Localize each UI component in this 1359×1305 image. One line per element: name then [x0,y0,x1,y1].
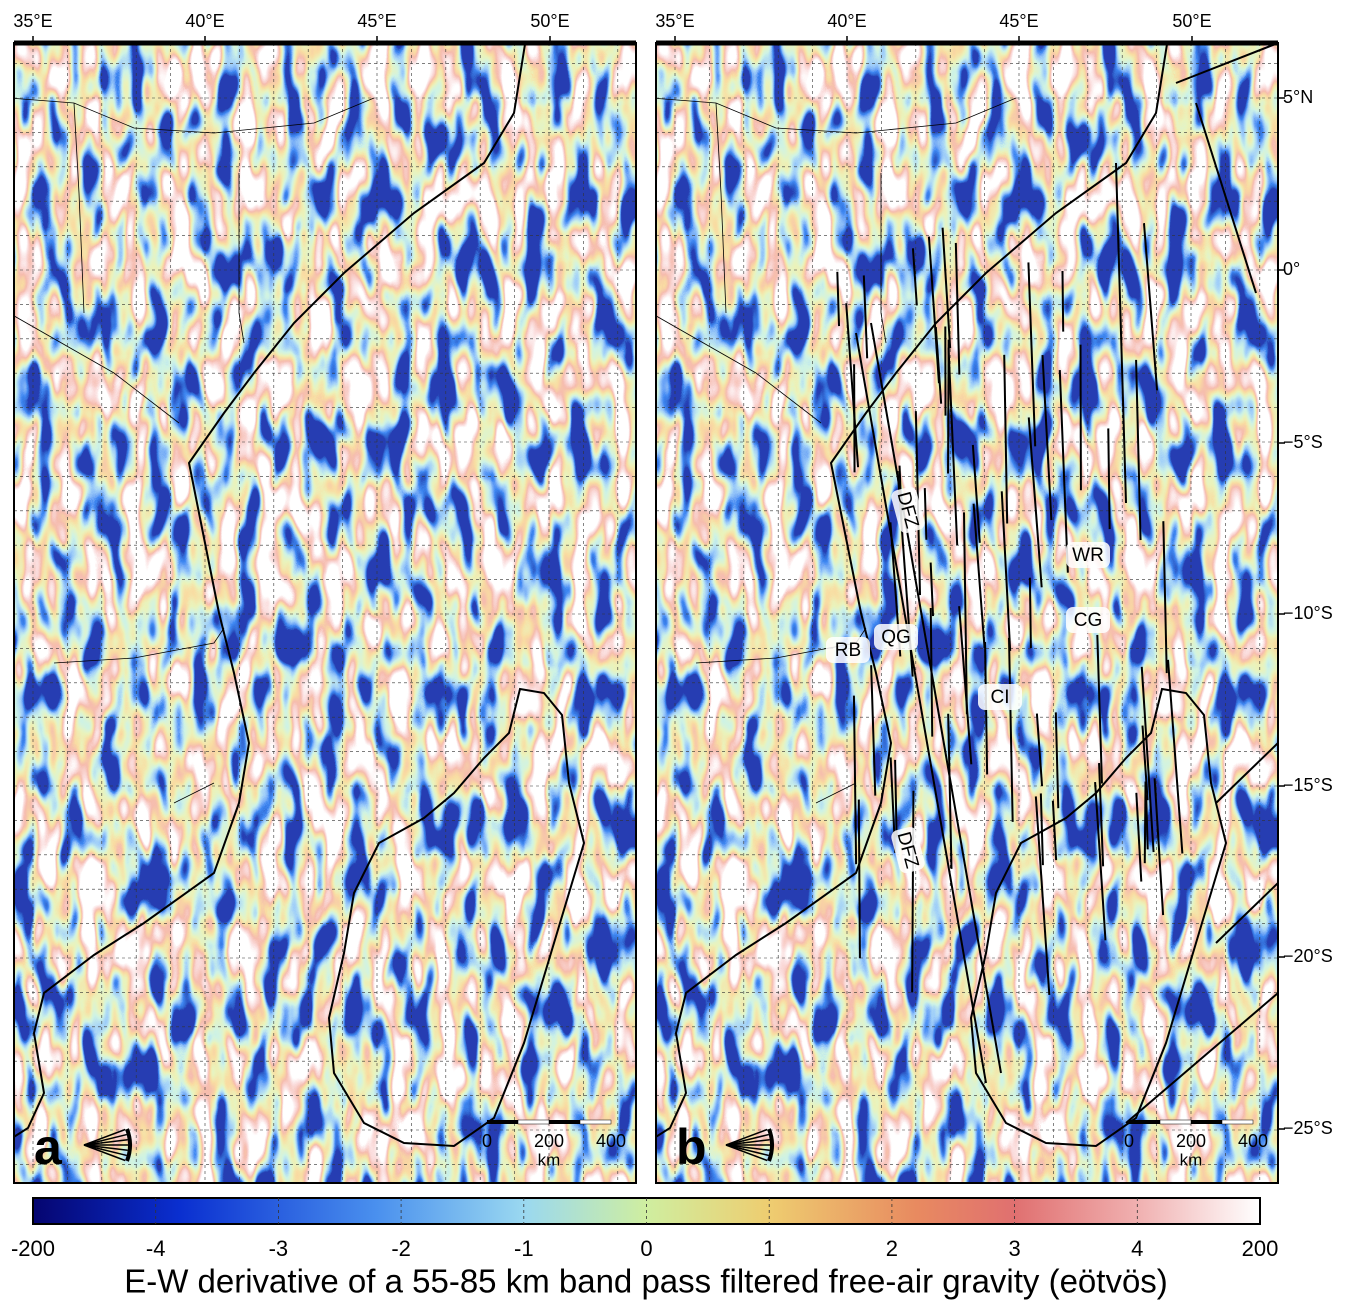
longitude-label: 45°E [999,11,1038,31]
colorbar-tick-label: 4 [1131,1236,1143,1261]
fracture-line [1062,271,1063,332]
map-area [9,38,636,1183]
colorbar-tick-label: 200 [1242,1236,1279,1261]
scale-label: 400 [596,1131,626,1151]
scale-segment [1191,1120,1222,1124]
longitude-label: 50°E [1172,11,1211,31]
scale-segment [1222,1120,1253,1124]
annotation: CI [978,684,1022,710]
annotation: QG [874,624,918,650]
longitude-label: 45°E [357,11,396,31]
annotation-label: RB [835,640,861,661]
annotation-label: CG [1074,610,1103,631]
colorbar-tick-label: 3 [1008,1236,1020,1261]
fracture-line [948,340,949,474]
annotation: CG [1066,607,1110,633]
fracture-line [1030,578,1031,648]
scale-label: 0 [482,1131,492,1151]
scale-segment [580,1120,611,1124]
scale-segment [1160,1120,1191,1124]
fracture-line [859,800,860,959]
scale-label: 200 [534,1131,564,1151]
scale-label: 400 [1238,1131,1268,1151]
latitude-label: −20°S [1283,946,1333,966]
colorbar-tick-label: 0 [640,1236,652,1261]
annotation: RB [826,637,870,663]
colorbar-tick-label: -4 [146,1236,166,1261]
colorbar-title: E-W derivative of a 55-85 km band pass f… [124,1263,1168,1300]
gravity-field [656,43,1278,1183]
longitude-label: 35°E [655,11,694,31]
latitude-label: −15°S [1283,775,1333,795]
panel-label: a [34,1119,63,1175]
longitude-label: 40°E [185,11,224,31]
scale-unit: km [538,1150,561,1169]
annotation: WR [1066,542,1110,568]
colorbar-tick-label: -3 [269,1236,289,1261]
latitude-label: −10°S [1283,603,1333,623]
fracture-line [1108,428,1109,529]
map-panels: 35°E40°E45°E50°Ea0200400kmDFZDFZRBQGWRCG… [9,11,1278,1183]
longitude-label: 35°E [13,11,52,31]
latitude-label: 5°N [1283,87,1313,107]
scale-segment [549,1120,580,1124]
latitude-label: −25°S [1283,1118,1333,1138]
scale-segment [1129,1120,1160,1124]
scale-label: 200 [1176,1131,1206,1151]
colorbar-tick-label: -1 [514,1236,534,1261]
scale-label: 0 [1124,1131,1134,1151]
colorbar-tick-label: -200 [11,1236,55,1261]
longitude-label: 40°E [827,11,866,31]
gravity-field [14,43,636,1183]
annotation-label: CI [991,687,1010,708]
map-panel: 35°E 40°E 45°E 50°E a 0 200 400 km [9,11,636,1183]
scale-segment [487,1120,518,1124]
annotation-label: QG [881,627,911,648]
colorbar-tick-label: 2 [886,1236,898,1261]
colorbar: -200 -4 -3 -2 -1 0 1 2 3 4 200 [11,1198,1278,1261]
colorbar-tick-label: 1 [763,1236,775,1261]
fracture-line [912,791,913,993]
latitude-label: 0° [1283,259,1300,279]
scale-segment [518,1120,549,1124]
longitude-label: 50°E [530,11,569,31]
fracture-line [1145,782,1146,864]
annotation-label: WR [1072,545,1104,566]
panel-label: b [676,1119,707,1175]
latitude-label: −5°S [1283,432,1323,452]
figure: 35°E40°E45°E50°Ea0200400kmDFZDFZRBQGWRCG… [0,0,1359,1305]
colorbar-tick-label: -2 [391,1236,411,1261]
scale-unit: km [1180,1150,1203,1169]
